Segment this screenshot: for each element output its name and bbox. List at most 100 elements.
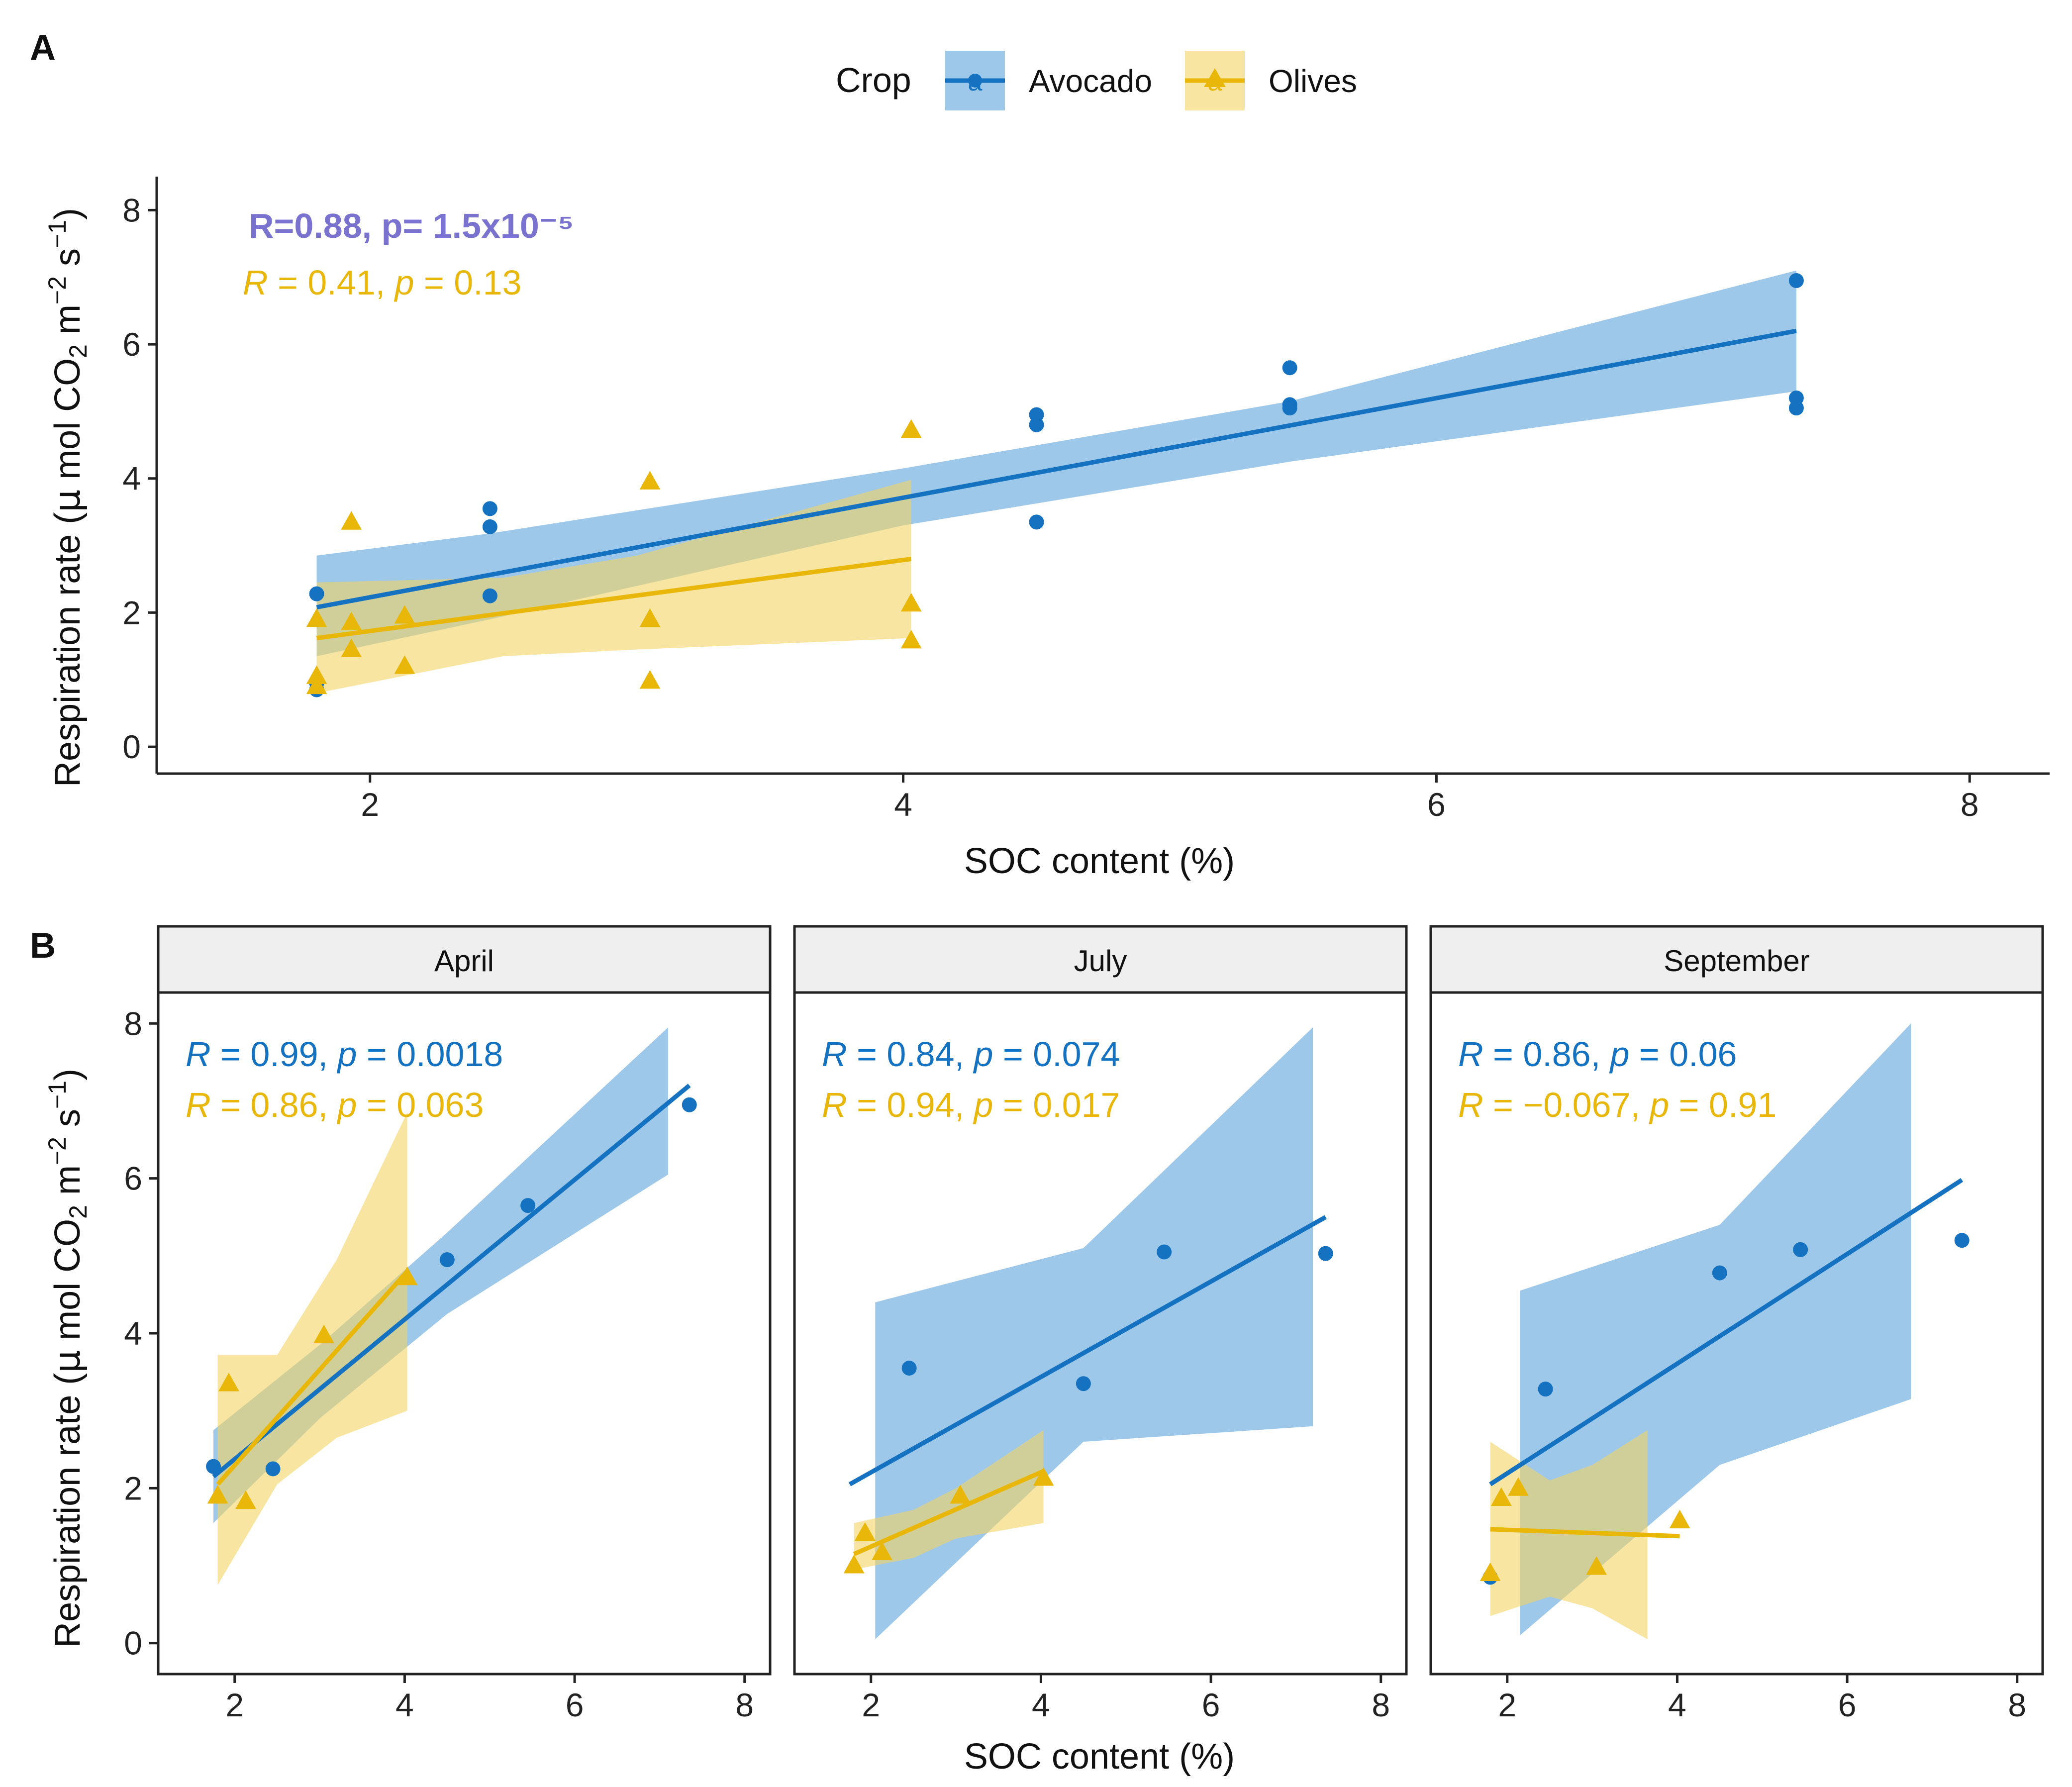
facet-september-stat-avocado: R = 0.86, p = 0.06 [1458, 1035, 1737, 1074]
ylabel-a-sup2: −1 [43, 220, 71, 248]
panel-a-point-avocado [1029, 417, 1044, 432]
panel-a-point-olives [341, 638, 362, 657]
facet-september-fit-line-avocado [1489, 1178, 1964, 1487]
panel-a-ci-band-olives [316, 480, 911, 694]
facet-july-strip [793, 925, 1408, 994]
facet-april-point-olives [218, 1373, 239, 1391]
facet-september-point-avocado [1954, 1233, 1970, 1248]
panel-label-b: B [30, 926, 56, 966]
facet-september-x-tick-label: 4 [1668, 1687, 1686, 1723]
facet-september-ci-band-olives [1490, 1430, 1648, 1639]
panel-a-fit-line-olives [316, 557, 912, 641]
facet-april-y-tick-label: 8 [124, 1005, 142, 1042]
facet-july-x-tick-label: 6 [1202, 1687, 1220, 1723]
facet-july-point-olives [1033, 1467, 1054, 1486]
panel-a-x-tick-label: 6 [1427, 786, 1446, 823]
panel-a-point-avocado [1282, 360, 1297, 376]
panel-a-point-olives [639, 608, 661, 627]
panel-a-point-olives [900, 630, 922, 649]
facet-april-stat-olives: R = 0.86, p = 0.063 [186, 1086, 484, 1124]
legend-key-olives-marker [1204, 68, 1226, 87]
facet-september-stat-olives-part: = 0.91 [1669, 1086, 1776, 1124]
facet-july-stat-olives-part: = 0.94, [847, 1086, 974, 1124]
ylabel-a-mu: μ [46, 490, 88, 512]
facet-april-x-tick-label: 4 [395, 1687, 414, 1723]
facet-september-point-olives [1508, 1477, 1529, 1496]
ylabel-a-mol: mol CO [48, 358, 88, 490]
facet-april-stat-avocado: R = 0.99, p = 0.0018 [186, 1035, 503, 1074]
panel-a-y-tick-label: 4 [122, 460, 141, 497]
ylabel-b-sup1: −2 [43, 1137, 71, 1165]
facet-april-y-tick-label: 6 [124, 1160, 142, 1197]
panel-a-point-olives [394, 605, 415, 624]
facet-july-point-olives [950, 1485, 971, 1504]
legend-title: Crop [836, 61, 911, 99]
facet-april-stat-olives-part: = 0.063 [357, 1086, 484, 1124]
facet-april-point-olives [396, 1266, 418, 1286]
facet-july-x-tick-label: 2 [862, 1687, 880, 1723]
legend: Crop a Avocado a Olives [836, 51, 1357, 110]
panel-a-x-tick-label: 4 [894, 786, 912, 823]
legend-label-avocado: Avocado [1029, 63, 1152, 99]
facet-july-stat-olives-part: = 0.017 [993, 1086, 1120, 1124]
facet-april-point-olives [313, 1324, 335, 1344]
facet-september-stat-avocado-part: = 0.06 [1629, 1035, 1737, 1074]
panel-a-point-olives [306, 675, 327, 695]
panel-a-stat-olives-part: = 0.13 [414, 263, 521, 302]
facet-september-point-avocado [1793, 1242, 1808, 1257]
facet-september-point-olives [1490, 1487, 1512, 1506]
legend-label-olives: Olives [1269, 63, 1357, 99]
facet-april-stat-olives-part: R [186, 1086, 211, 1124]
facet-july-stat-avocado-part: = 0.074 [993, 1035, 1120, 1074]
facet-april-point-avocado [206, 1459, 221, 1474]
facet-april-point-olives [235, 1490, 256, 1509]
panel-a-y-tick-label: 8 [122, 192, 141, 228]
panel-a-point-olives [639, 670, 661, 689]
panel-a-x-tick-label: 8 [1961, 786, 1979, 823]
facet-july-stat-avocado-part: R [822, 1035, 847, 1074]
panel-a-stat-avocado: R=0.88, p= 1.5x10⁻⁵ [249, 206, 574, 245]
facet-september-strip-label: September [1664, 944, 1810, 978]
panel-a-point-avocado [482, 588, 497, 603]
facet-september-point-olives [1586, 1556, 1607, 1575]
facet-september-point-olives [1669, 1509, 1690, 1529]
panel-a-y-tick-label: 0 [122, 728, 141, 765]
facet-april-point-avocado [682, 1097, 697, 1112]
facet-september-x-tick-label: 2 [1498, 1687, 1516, 1723]
panel-a-point-avocado [309, 586, 324, 601]
panel-a-stat-olives: R = 0.41, p = 0.13 [243, 263, 521, 302]
ylabel-a-m: m [48, 304, 88, 344]
facet-september-stat-avocado-part: p [1609, 1035, 1629, 1074]
facet-july-panel-border [793, 991, 1408, 1676]
facet-april-ci-band-olives [217, 1112, 407, 1585]
panel-a-y-tick-label: 6 [122, 326, 141, 363]
facet-april-y-tick-label: 0 [124, 1625, 142, 1662]
facet-july-point-olives [843, 1555, 865, 1574]
legend-key-olives-glyph: a [1208, 68, 1222, 97]
legend-key-avocado-marker [968, 74, 982, 88]
facet-september-x-tick-label: 6 [1838, 1687, 1857, 1723]
panel-a-point-avocado [1788, 273, 1804, 288]
facet-july-point-olives [854, 1522, 876, 1541]
panel-a-point-olives [306, 665, 327, 684]
facet-july-point-avocado [1076, 1376, 1091, 1391]
ylabel-a-close: ) [48, 208, 88, 220]
facet-july-point-olives [872, 1541, 892, 1560]
facet-april-point-avocado [265, 1461, 281, 1477]
panel-a-point-olives [341, 511, 362, 530]
panel-a-stat-olives-part: R [243, 263, 268, 302]
facet-september-strip [1429, 925, 2044, 994]
facet-april-point-avocado [520, 1198, 536, 1213]
facet-september-stat-olives-part: = −0.067, [1483, 1086, 1650, 1124]
facet-april-stat-avocado-part: R [186, 1035, 211, 1074]
facet-april-x-tick-label: 2 [225, 1687, 244, 1723]
facet-july-fit-line-avocado [848, 1215, 1327, 1487]
facet-april-y-tick-label: 4 [124, 1315, 142, 1352]
ylabel-b-close: ) [48, 1069, 88, 1081]
facet-september-point-avocado [1712, 1265, 1727, 1281]
facet-september-panel-border [1429, 991, 2044, 1676]
panel-a-point-olives [306, 608, 327, 627]
panel-a-y-tick-label: 2 [122, 594, 141, 631]
panel-b-ylabel: Respiration rate (μ mol CO2 m−2 s−1) [43, 1069, 92, 1648]
facet-july-stat-olives-part: p [973, 1086, 993, 1124]
